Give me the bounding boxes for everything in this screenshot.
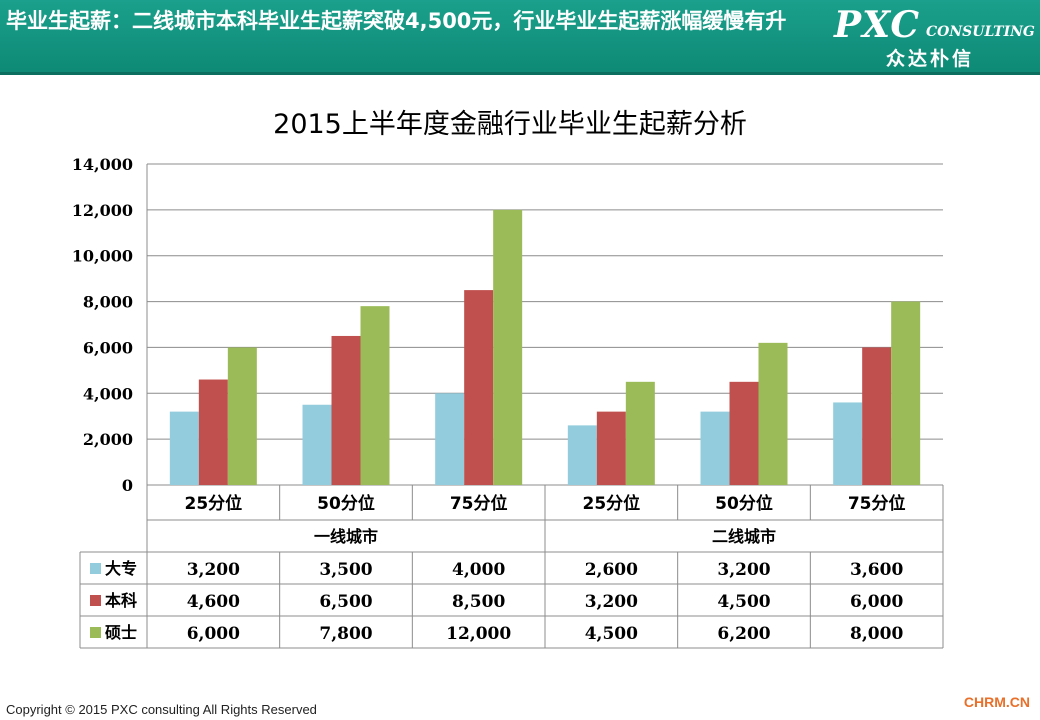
bar-大专-1 xyxy=(302,404,332,485)
legend-label-大专: 大专 xyxy=(105,559,137,578)
group-label: 二线城市 xyxy=(712,527,776,546)
bar-硕士-3 xyxy=(625,381,655,485)
bar-硕士-0 xyxy=(227,347,257,485)
data-label: 4,500 xyxy=(585,624,638,644)
data-label: 3,200 xyxy=(717,560,770,580)
data-label: 7,800 xyxy=(319,624,372,644)
data-label: 8,500 xyxy=(452,592,505,612)
x-tick-label: 25分位 xyxy=(582,493,640,514)
y-tick-label: 10,000 xyxy=(72,247,133,266)
x-tick-label: 50分位 xyxy=(317,493,375,514)
data-label: 3,600 xyxy=(850,560,903,580)
x-tick-label: 75分位 xyxy=(848,493,906,514)
logo-cn-text: 众达朴信 xyxy=(886,48,975,70)
bar-本科-2 xyxy=(464,290,494,485)
y-tick-label: 14,000 xyxy=(72,155,133,174)
data-label: 6,200 xyxy=(717,624,770,644)
bar-硕士-4 xyxy=(758,342,788,485)
data-label: 3,200 xyxy=(585,592,638,612)
bar-大专-5 xyxy=(833,402,863,485)
bar-大专-0 xyxy=(169,411,199,485)
bar-本科-1 xyxy=(331,335,361,485)
data-label: 8,000 xyxy=(850,624,903,644)
pxc-logo: PXC CONSULTING 众达朴信 xyxy=(834,4,1035,70)
y-tick-label: 0 xyxy=(122,476,133,495)
legend-swatch-硕士 xyxy=(90,627,101,638)
grid-lines xyxy=(146,163,943,486)
data-label: 4,600 xyxy=(187,592,240,612)
bar-硕士-5 xyxy=(891,301,921,485)
logo-main-text: PXC xyxy=(834,4,921,46)
bar-大专-2 xyxy=(435,393,465,485)
source-watermark: CHRM.CN xyxy=(963,694,1030,710)
bar-本科-0 xyxy=(198,379,228,485)
slide-title: 毕业生起薪：二线城市本科毕业生起薪突破4,500元，行业毕业生起薪涨幅缓慢有升 xyxy=(6,9,787,33)
legend-swatch-大专 xyxy=(90,563,101,574)
bar-本科-5 xyxy=(862,347,892,485)
y-tick-label: 2,000 xyxy=(83,430,133,449)
data-label: 4,000 xyxy=(452,560,505,580)
x-tick-label: 75分位 xyxy=(450,493,508,514)
bar-硕士-1 xyxy=(360,306,390,485)
legend-label-硕士: 硕士 xyxy=(105,623,137,642)
x-tick-label: 25分位 xyxy=(184,493,242,514)
legend-label-本科: 本科 xyxy=(105,591,137,610)
x-tick-label: 50分位 xyxy=(715,493,773,514)
data-label: 2,600 xyxy=(585,560,638,580)
group-label: 一线城市 xyxy=(314,527,378,546)
data-label: 3,500 xyxy=(319,560,372,580)
data-label: 6,000 xyxy=(187,624,240,644)
data-label: 12,000 xyxy=(446,624,511,644)
chart-title: 2015上半年度金融行业毕业生起薪分析 xyxy=(273,109,747,140)
data-label: 6,500 xyxy=(319,592,372,612)
salary-chart: 2015上半年度金融行业毕业生起薪分析 0 2,000 4,000 6,000 8,00… xyxy=(72,109,944,649)
bar-本科-3 xyxy=(596,411,626,485)
copyright-text: Copyright © 2015 PXC consulting All Righ… xyxy=(6,702,317,717)
y-tick-label: 4,000 xyxy=(83,384,133,403)
header-bar: 毕业生起薪：二线城市本科毕业生起薪突破4,500元，行业毕业生起薪涨幅缓慢有升 … xyxy=(0,0,1040,75)
data-label: 3,200 xyxy=(187,560,240,580)
data-label: 6,000 xyxy=(850,592,903,612)
bars xyxy=(169,209,921,485)
bar-大专-3 xyxy=(567,425,597,485)
y-tick-label: 12,000 xyxy=(72,201,133,220)
bar-大专-4 xyxy=(700,411,730,485)
legend-swatch-本科 xyxy=(90,595,101,606)
y-tick-label: 8,000 xyxy=(83,293,133,312)
bar-硕士-2 xyxy=(493,209,523,485)
logo-sub-text: CONSULTING xyxy=(926,24,1035,40)
y-tick-label: 6,000 xyxy=(83,338,133,357)
data-label: 4,500 xyxy=(717,592,770,612)
bar-本科-4 xyxy=(729,381,759,485)
y-axis-ticks: 0 2,000 4,000 6,000 8,000 10,000 12,000 14,000 xyxy=(72,155,133,495)
